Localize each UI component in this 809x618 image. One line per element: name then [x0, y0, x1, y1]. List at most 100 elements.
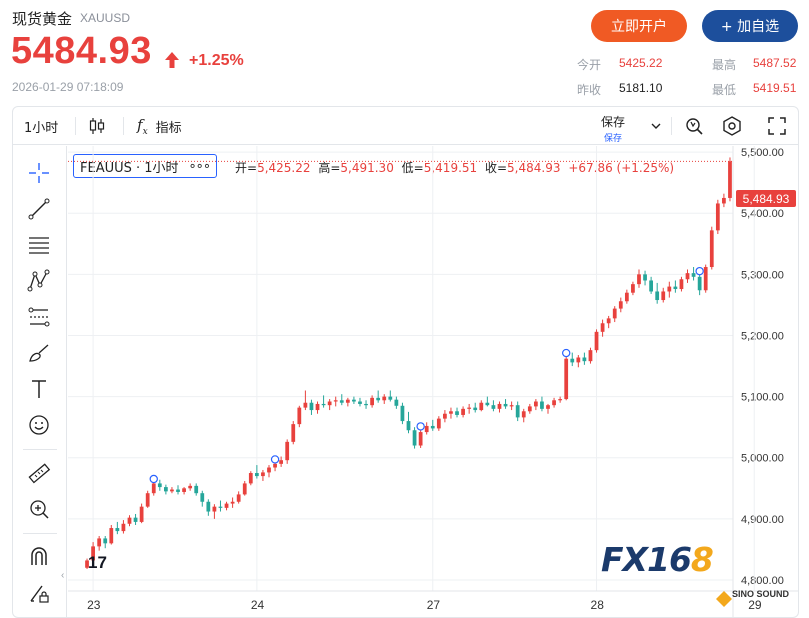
candle-body: [194, 485, 199, 494]
candle-body: [673, 286, 678, 290]
measure-icon: [28, 307, 50, 327]
brush-tool[interactable]: [26, 340, 52, 366]
event-marker: [270, 455, 280, 464]
zoom-in-icon: [30, 500, 49, 519]
candle-body: [479, 402, 484, 411]
y-tick-label: 5,100.00: [741, 392, 784, 404]
candle-body: [176, 489, 180, 492]
candle-body: [333, 400, 338, 402]
candle-body: [364, 403, 368, 406]
sino-sound-logo-icon: [716, 591, 732, 607]
trendline-icon: [28, 198, 50, 220]
save-menu-toggle[interactable]: [650, 107, 662, 145]
ruler-tool[interactable]: [26, 460, 52, 486]
candle-body: [491, 405, 496, 409]
y-tick-label: 5,400.00: [741, 208, 784, 220]
collapse-toolbar-icon[interactable]: ‹: [61, 570, 65, 581]
quote-timestamp: 2026-01-29 07:18:09: [12, 80, 124, 94]
magic-button[interactable]: [683, 107, 705, 145]
legend-symbol: FEAUUS · 1小时: [80, 160, 179, 176]
candle-body: [339, 400, 344, 403]
open-account-button[interactable]: 立即开户: [591, 10, 687, 42]
candle-body: [703, 267, 708, 291]
candle-body: [485, 402, 490, 406]
instrument-code: XAUUSD: [80, 11, 131, 25]
y-tick-label: 5,300.00: [741, 269, 784, 281]
candle-body: [388, 396, 393, 400]
fullscreen-button[interactable]: [767, 107, 787, 145]
crosshair-tool[interactable]: [26, 160, 52, 186]
event-marker: [416, 422, 425, 431]
ohlc-low-label: 低=: [401, 161, 424, 175]
candle-body: [376, 397, 381, 401]
function-icon: fx: [137, 115, 148, 137]
change-percent: +1.25%: [189, 52, 244, 69]
candle-body: [151, 483, 156, 494]
candle-body: [649, 280, 653, 292]
emoji-tool[interactable]: [26, 412, 52, 438]
zoom-in-tool[interactable]: [26, 496, 52, 522]
pattern-tool[interactable]: [26, 268, 52, 294]
measure-tool[interactable]: [26, 304, 52, 330]
candle-body: [497, 403, 502, 409]
candle-body: [242, 483, 247, 495]
lock-edit-tool[interactable]: [26, 580, 52, 606]
candle-body: [564, 358, 569, 400]
pattern-icon: [27, 269, 50, 292]
chevron-down-icon: [651, 123, 661, 129]
instrument-name: 现货黄金: [12, 10, 73, 28]
drawing-toolbar: ‹: [13, 146, 67, 617]
save-button[interactable]: 保存 保存: [601, 113, 625, 144]
tool-divider: [23, 449, 57, 450]
candle-body: [449, 411, 453, 414]
candle-body: [157, 483, 162, 488]
candle-body: [570, 358, 575, 363]
indicators-button[interactable]: fx 指标: [137, 107, 182, 145]
candle-body: [679, 279, 684, 290]
ohlc-high: 5,491.30: [340, 161, 394, 175]
trendline-tool[interactable]: [26, 196, 52, 222]
candle-body: [540, 401, 544, 409]
lock-edit-icon: [30, 585, 49, 603]
candle-body: [230, 501, 235, 504]
quote-high-label: 最高: [712, 58, 737, 72]
text-tool[interactable]: [26, 376, 52, 402]
add-watchlist-button[interactable]: + 加自选: [702, 10, 798, 42]
fullscreen-icon: [768, 117, 786, 135]
candle-body: [552, 400, 556, 406]
chart-type-button[interactable]: [88, 107, 106, 145]
candle-body: [594, 331, 599, 351]
candle-body: [121, 523, 126, 532]
candle-body: [133, 517, 138, 522]
candle-body: [467, 407, 472, 409]
x-tick-label: 28: [591, 598, 605, 612]
candle-body: [624, 292, 629, 302]
event-marker: [562, 348, 571, 358]
fx168-watermark-brand-accent: 8: [690, 540, 714, 579]
candle-body: [345, 399, 350, 403]
candle-body: [188, 485, 193, 489]
legend-more-icon[interactable]: ∘∘∘: [188, 158, 211, 174]
magnet-tool[interactable]: [26, 544, 52, 570]
candle-body: [473, 407, 478, 411]
fib-tool[interactable]: [26, 232, 52, 258]
toolbar-divider: [75, 117, 76, 135]
candle-body: [643, 274, 647, 281]
settings-button[interactable]: [721, 107, 743, 145]
crosshair-icon: [29, 163, 49, 183]
ohlc-low: 5,419.51: [423, 161, 478, 175]
candle-body: [115, 528, 120, 532]
symbol-legend[interactable]: FEAUUS · 1小时 ∘∘∘: [73, 154, 217, 178]
candle-body: [267, 467, 271, 473]
candle-body: [212, 506, 217, 512]
candle-body: [661, 291, 666, 301]
price-chart[interactable]: 5,500.00 5,400.00 5,300.00 5,200.00 5,100.00…: [68, 146, 798, 617]
candle-body: [297, 407, 302, 425]
candle-body: [618, 301, 623, 309]
candle-body: [418, 432, 423, 446]
candle-body: [685, 273, 690, 280]
interval-button[interactable]: 1小时: [24, 120, 59, 136]
candle-body: [327, 401, 332, 406]
toolbar-divider: [123, 117, 124, 135]
x-tick-label: 29: [748, 598, 762, 612]
